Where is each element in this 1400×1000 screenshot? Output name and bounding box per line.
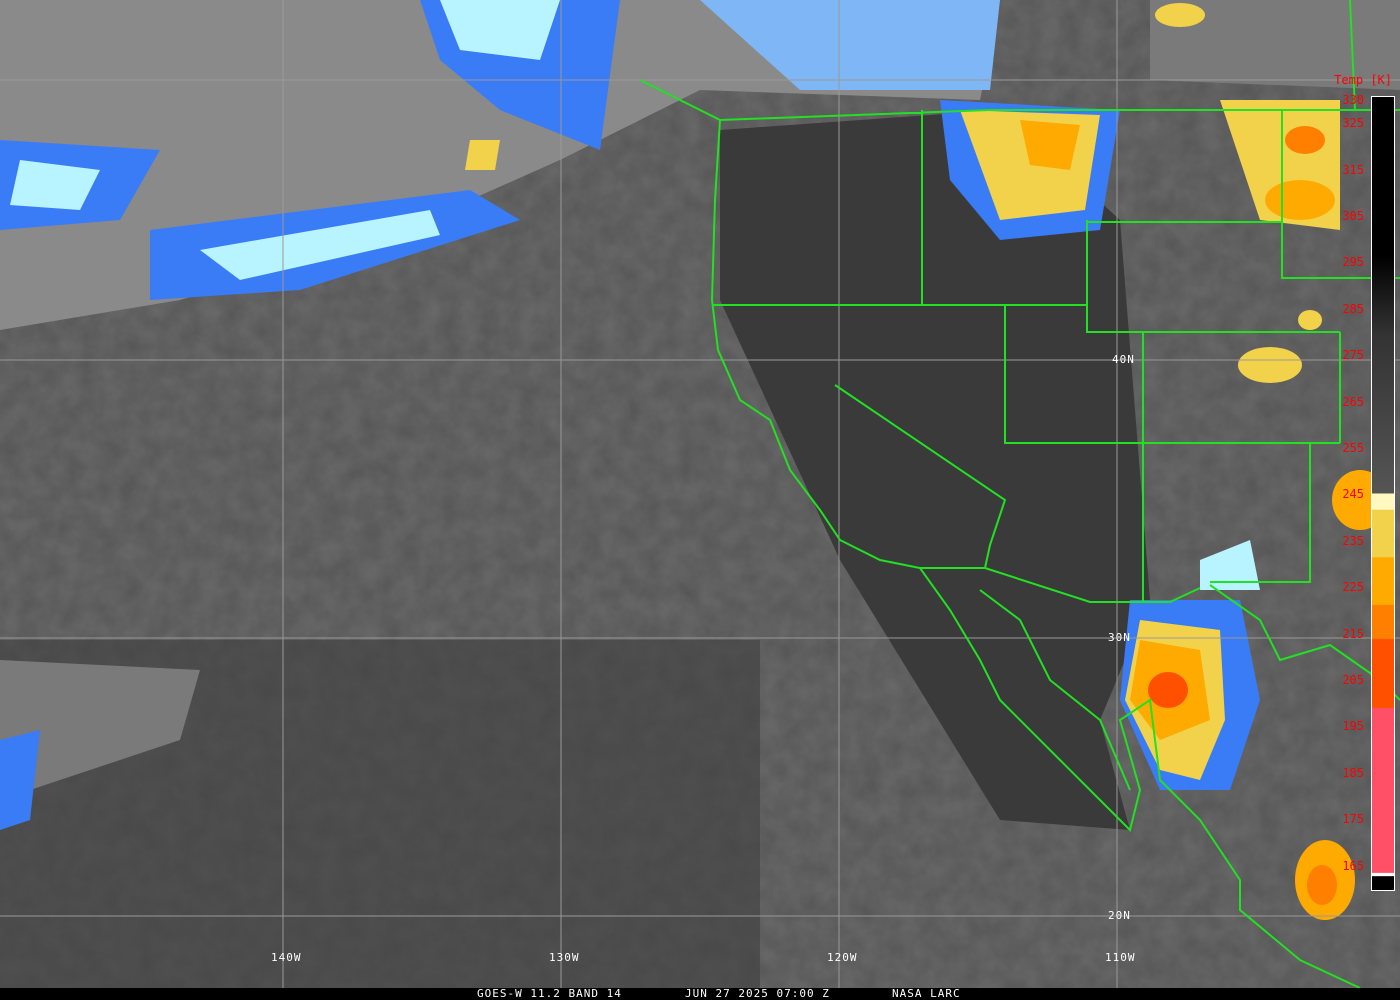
convective-clouds-northeast [940,0,1400,383]
colorbar-tick-label: 265 [1342,394,1364,409]
cloud-west [0,660,200,800]
colorbar-tick-label: 225 [1342,580,1364,595]
colorbar-tick-label: 330 [1342,93,1364,107]
lat-label-20n: 20N [1108,909,1131,922]
lon-label-120w: 120W [827,951,858,964]
lon-label-130w: 130W [549,951,580,964]
colorbar-tick-label: 255 [1342,441,1364,455]
colorbar-tick-label: 195 [1342,719,1364,734]
lon-label-110w: 110W [1105,951,1136,964]
colorbar-tick-label: 215 [1342,626,1364,641]
colorbar-tick-label: 185 [1342,765,1364,780]
colorbar-tick-label: 165 [1342,858,1364,873]
political-borders [639,0,1400,988]
colorbar-tick-label: 315 [1342,162,1364,177]
caption-satellite: GOES-W 11.2 BAND 14 [477,987,622,1000]
lat-label-30n: 30N [1108,631,1131,644]
colorbar-tick-label: 325 [1342,116,1364,131]
cloud-band-north [0,0,1000,330]
colorbar-tick-label: 285 [1342,301,1364,316]
colorbar-tick-label: 205 [1342,673,1364,687]
lat-label-40n: 40N [1112,353,1135,366]
colorbar-tick-label: 235 [1342,533,1364,548]
caption-source: NASA LARC [892,987,961,1000]
colorbar-title: Temp [K] [1334,73,1392,87]
colorbar-tick-label: 305 [1342,209,1364,223]
image-caption: GOES-W 11.2 BAND 14 JUN 27 2025 07:00 Z … [0,988,1400,1000]
caption-datetime: JUN 27 2025 07:00 Z [685,987,830,1000]
colorbar-tick-label: 245 [1342,487,1364,502]
colorbar-tick-label: 175 [1342,812,1364,827]
colorbar-tick-label: 295 [1342,255,1364,270]
west-coastline [639,79,1361,988]
land-mass [720,110,1150,830]
temperature-colorbar [1371,96,1395,891]
colorbar-tick-label: 275 [1342,348,1364,363]
lon-label-140w: 140W [271,951,302,964]
